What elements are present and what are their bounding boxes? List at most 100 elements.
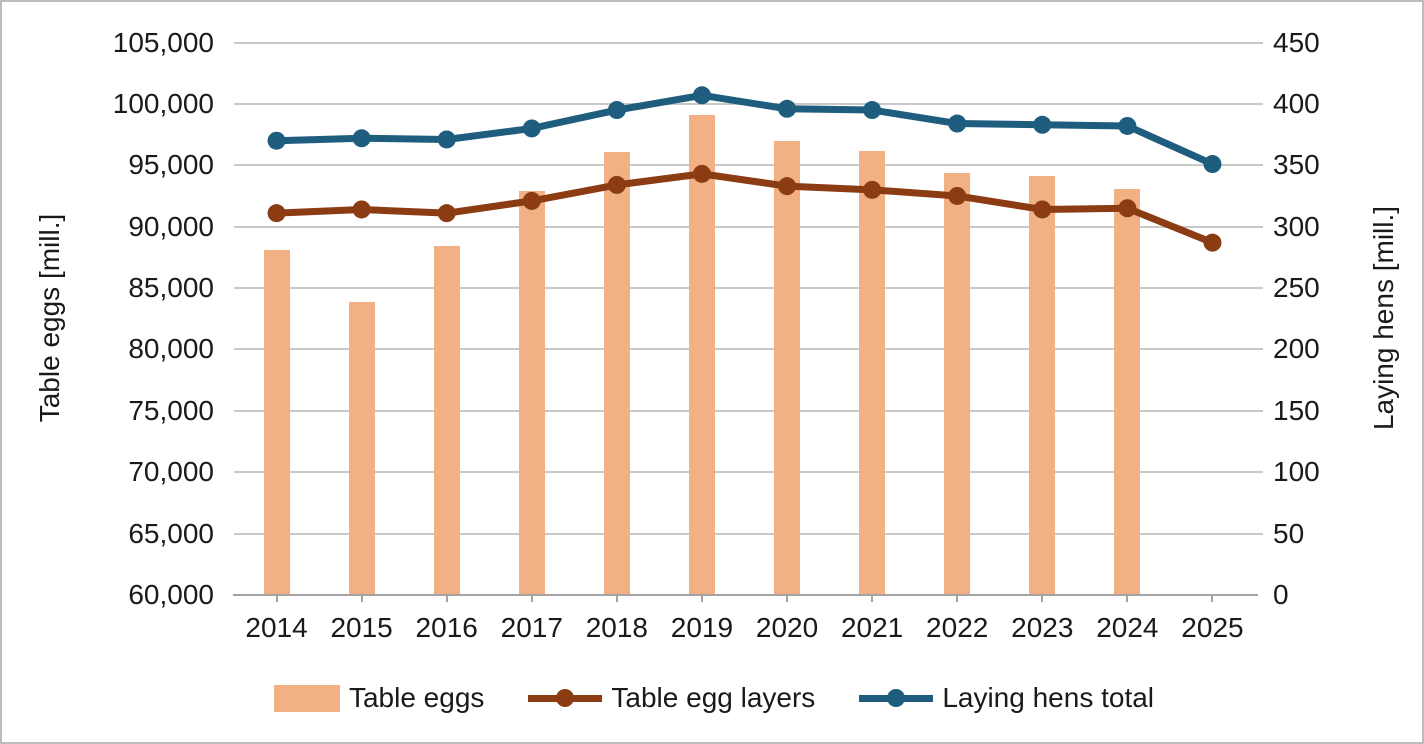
x-axis-label-2020: 2020 — [755, 612, 819, 643]
x-axis-tick — [615, 595, 618, 602]
data-point-laying-hens-total-2024 — [1118, 116, 1137, 135]
legend: Table eggs Table egg layers Laying hens … — [2, 680, 1422, 716]
data-point-table-egg-layers-2023 — [1033, 200, 1052, 219]
data-point-table-egg-layers-2018 — [607, 175, 626, 194]
x-axis-tick — [871, 595, 874, 602]
bar-2014 — [263, 249, 290, 595]
x-axis-label-2015: 2015 — [330, 612, 393, 643]
x-axis-label-2022: 2022 — [926, 612, 989, 643]
data-point-table-egg-layers-2020 — [778, 177, 797, 196]
bar-2015 — [348, 301, 375, 595]
data-point-laying-hens-total-2025 — [1203, 155, 1222, 174]
x-axis-line — [233, 594, 1258, 596]
legend-label-table-egg-layers: Table egg layers — [611, 682, 816, 713]
legend-item-table-egg-layers: Table egg layers — [528, 683, 815, 713]
bar-2024 — [1114, 188, 1141, 595]
gridline — [234, 409, 1263, 412]
x-axis-tick — [1041, 595, 1044, 602]
data-point-laying-hens-total-2014 — [267, 131, 286, 150]
x-axis-label-2025: 2025 — [1181, 612, 1244, 643]
legend-item-table-eggs: Table eggs — [273, 682, 485, 713]
x-axis-tick — [445, 595, 448, 602]
data-point-laying-hens-total-2018 — [607, 101, 626, 120]
x-axis-label-2017: 2017 — [500, 612, 563, 643]
data-point-laying-hens-total-2016 — [437, 130, 456, 149]
data-point-table-egg-layers-2019 — [692, 164, 711, 183]
line-table-egg-layers — [273, 170, 1216, 247]
y-axis-tick-label-right: 250 — [1273, 272, 1320, 304]
bar-2016 — [433, 246, 460, 595]
x-axis-tick — [956, 595, 959, 602]
bar-2019 — [688, 114, 715, 595]
x-axis-tick — [1126, 595, 1129, 602]
y-axis-tick-label-right: 0 — [1273, 579, 1289, 610]
gridline — [234, 287, 1263, 290]
data-point-table-egg-layers-2015 — [352, 200, 371, 219]
x-axis-tick — [275, 595, 278, 602]
x-axis-label-2023: 2023 — [1011, 612, 1074, 643]
data-point-laying-hens-total-2015 — [352, 129, 371, 148]
legend-line-dot — [556, 689, 575, 707]
line-marker-swatch-icon — [528, 689, 603, 707]
x-axis-tick — [700, 595, 703, 602]
data-point-laying-hens-total-2019 — [692, 86, 711, 105]
legend-item-laying-hens-total: Laying hens total — [859, 683, 1154, 713]
x-axis-label-2016: 2016 — [415, 612, 478, 643]
y-axis-tick-label-left: 75,000 — [128, 394, 214, 426]
line-laying-hens-total — [273, 91, 1216, 168]
gridline — [234, 225, 1263, 228]
legend-label-table-eggs: Table eggs — [348, 682, 485, 713]
data-point-laying-hens-total-2021 — [863, 101, 882, 120]
gridline — [234, 532, 1263, 535]
data-point-table-egg-layers-2016 — [437, 204, 456, 223]
y-axis-tick-label-left: 100,000 — [112, 87, 214, 119]
bar-2018 — [603, 151, 630, 595]
x-axis-label-2021: 2021 — [840, 612, 904, 643]
y-axis-tick-label-right: 100 — [1273, 456, 1320, 488]
bar-swatch-icon — [273, 684, 340, 712]
bar-2021 — [859, 150, 886, 595]
x-axis-label-2024: 2024 — [1096, 612, 1159, 643]
x-axis-label-2014: 2014 — [245, 612, 308, 643]
data-point-table-egg-layers-2017 — [522, 191, 541, 210]
data-point-laying-hens-total-2022 — [948, 114, 967, 133]
gridline — [234, 471, 1263, 474]
x-axis-label-2018: 2018 — [585, 612, 649, 643]
y-axis-tick-label-right: 200 — [1273, 333, 1320, 365]
x-axis-label-2019: 2019 — [670, 612, 734, 643]
data-point-table-egg-layers-2024 — [1118, 199, 1137, 218]
y-axis-tick-label-left: 85,000 — [128, 272, 214, 304]
y-axis-tick-label-left: 95,000 — [128, 149, 214, 181]
gridline — [234, 348, 1263, 351]
y-axis-tick-label-left: 65,000 — [128, 517, 214, 549]
y-axis-tick-label-right: 150 — [1273, 394, 1320, 426]
data-point-table-egg-layers-2014 — [267, 204, 286, 223]
data-point-laying-hens-total-2017 — [522, 119, 541, 138]
gridline — [234, 41, 1263, 44]
data-point-laying-hens-total-2023 — [1033, 115, 1052, 134]
gridline — [234, 164, 1263, 167]
y-axis-tick-label-left: 60,000 — [128, 579, 214, 610]
y-axis-tick-label-right: 350 — [1273, 149, 1320, 181]
bar-2017 — [518, 191, 545, 595]
y-axis-tick-label-left: 70,000 — [128, 456, 214, 488]
y-axis-tick-label-left: 105,000 — [112, 26, 214, 58]
y-axis-tick-label-right: 450 — [1273, 26, 1320, 58]
x-axis-tick — [360, 595, 363, 602]
x-axis-tick — [786, 595, 789, 602]
x-axis-tick — [530, 595, 533, 602]
y-axis-tick-label-right: 400 — [1273, 87, 1320, 119]
bar-2020 — [774, 140, 801, 595]
bar-2022 — [944, 172, 971, 595]
data-point-table-egg-layers-2025 — [1203, 233, 1222, 252]
data-point-table-egg-layers-2021 — [863, 180, 882, 199]
y-axis-tick-label-right: 300 — [1273, 210, 1320, 242]
bar-2023 — [1029, 176, 1056, 595]
data-point-laying-hens-total-2020 — [778, 99, 797, 118]
x-axis-tick — [1211, 595, 1214, 602]
legend-line-dot — [887, 689, 906, 707]
data-point-table-egg-layers-2022 — [948, 186, 967, 205]
y-axis-tick-label-left: 90,000 — [128, 210, 214, 242]
legend-label-laying-hens-total: Laying hens total — [942, 682, 1155, 713]
